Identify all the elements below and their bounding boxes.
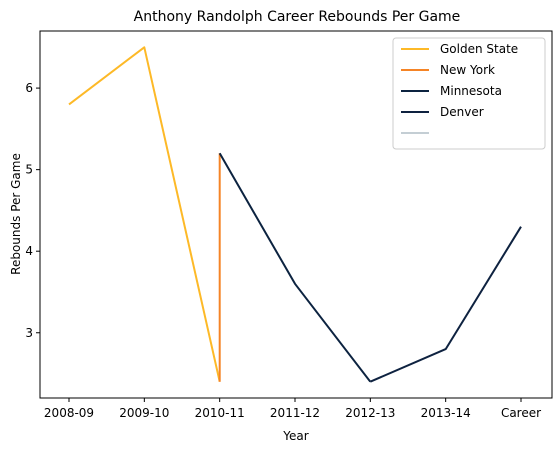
x-tick-label: 2013-14: [421, 406, 471, 420]
y-tick-label: 6: [25, 81, 33, 95]
x-tick-label: 2008-09: [44, 406, 94, 420]
y-tick-label: 3: [25, 326, 33, 340]
chart-title: Anthony Randolph Career Rebounds Per Gam…: [134, 9, 461, 25]
legend: Golden State New York Minnesota Denver: [392, 37, 546, 150]
x-tick-label: 2009-10: [119, 406, 169, 420]
series-line-0: [68, 46, 221, 382]
series-line-3: [369, 226, 522, 383]
x-tick-label: 2011-12: [270, 406, 320, 420]
legend-entry-3: Denver: [440, 105, 484, 119]
x-axis-label: Year: [282, 429, 308, 443]
y-axis-label: Rebounds Per Game: [9, 153, 23, 275]
series-line-2: [218, 152, 372, 383]
legend-entry-1: New York: [440, 63, 495, 77]
x-tick-label: 2012-13: [345, 406, 395, 420]
y-tick-label: 5: [25, 163, 33, 177]
x-tick-label: Career: [501, 406, 541, 420]
x-tick-label: 2010-11: [195, 406, 245, 420]
legend-entry-0: Golden State: [440, 42, 518, 56]
y-tick-label: 4: [25, 244, 33, 258]
y-axis: 3 4 5 6: [25, 81, 40, 340]
plot-area: [68, 46, 522, 383]
plot-frame: [39, 30, 553, 399]
x-axis: 2008-09 2009-10 2010-11 2011-12 2012-13 2013-…: [44, 398, 541, 420]
legend-frame: [392, 37, 546, 150]
legend-entry-2: Minnesota: [440, 84, 502, 98]
